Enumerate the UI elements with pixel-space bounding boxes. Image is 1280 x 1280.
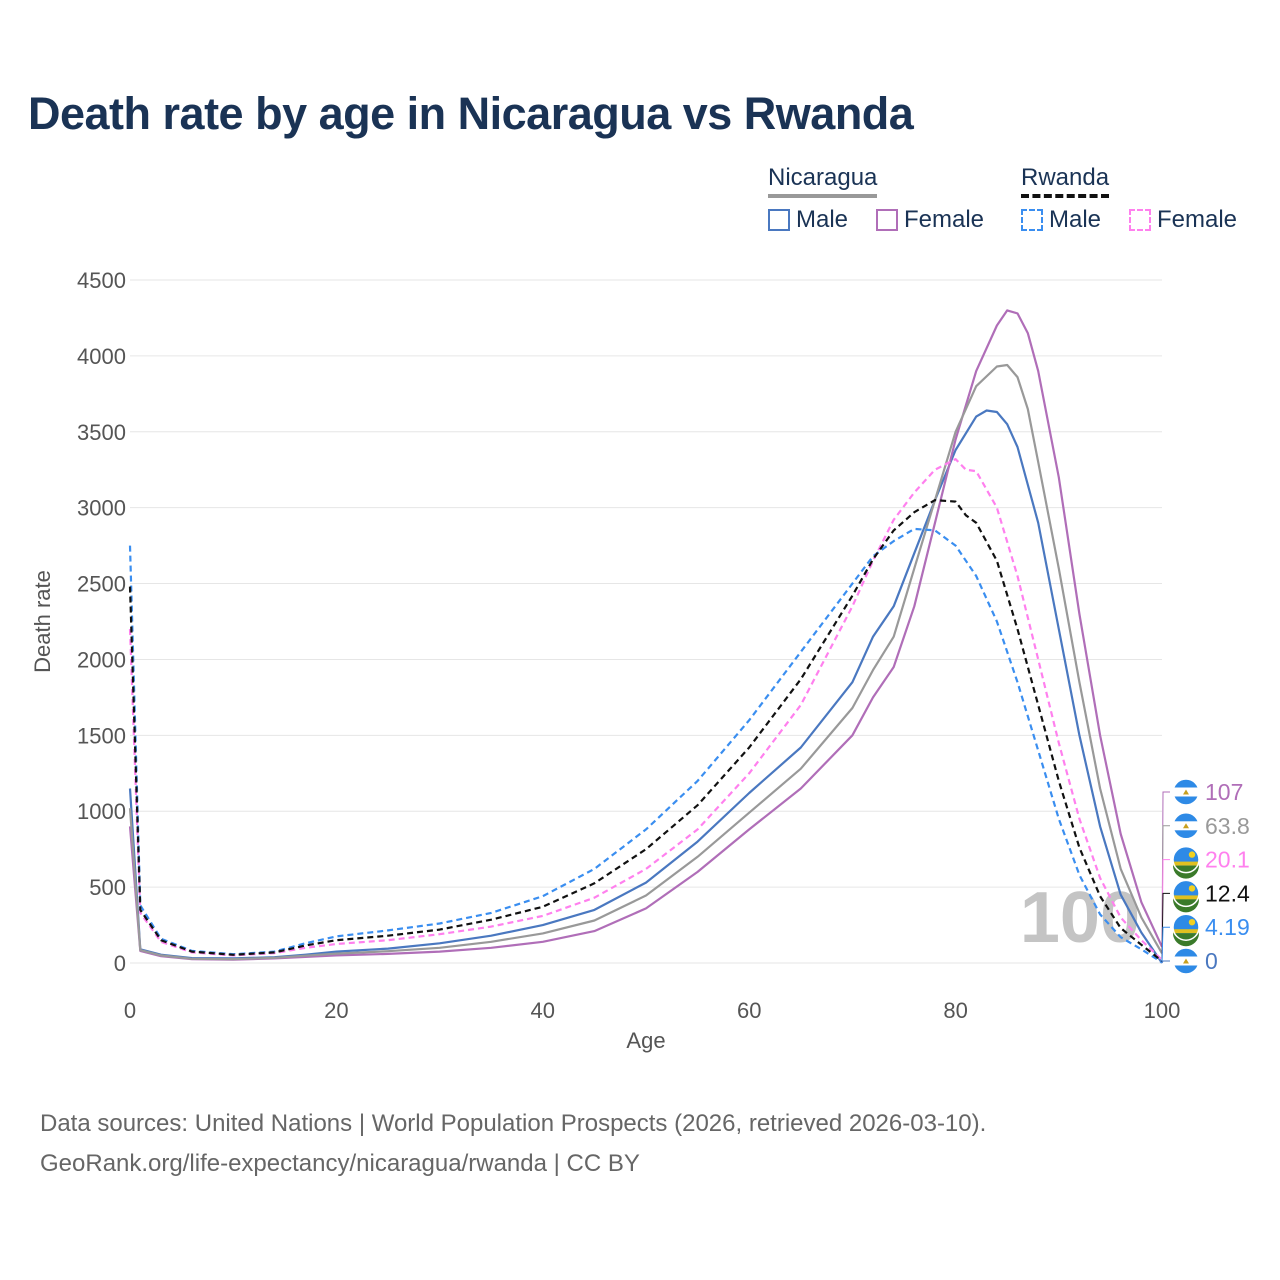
flag-icon-rwanda-total-band: [1173, 895, 1199, 900]
legend-group-nicaragua-label: Nicaragua: [768, 164, 878, 191]
series-line-rwanda-total: [128, 499, 1163, 962]
series-line-nicaragua-total: [128, 363, 1163, 961]
x-tick-label-40: 40: [531, 998, 555, 1023]
flag-icon-nicaragua-female-ring: [1172, 778, 1200, 806]
legend-label-nicaragua-male: Male: [796, 206, 849, 233]
legend-swatch-rwanda-male: [1021, 209, 1043, 231]
flag-icon-nicaragua-total: [1172, 812, 1200, 840]
flag-icon-nicaragua-female-emblem: [1183, 789, 1189, 795]
x-axis-title: Age: [626, 1028, 665, 1053]
legend-group-nicaragua: Nicaragua: [768, 164, 878, 198]
end-value-label-rwanda-total: 12.4: [1205, 880, 1250, 906]
flag-icon-rwanda-total-sun: [1188, 885, 1196, 892]
legend-group-rwanda-line: [1021, 194, 1110, 198]
flag-icon-nicaragua-male: [1172, 947, 1200, 975]
flag-icon-nicaragua-total-ring: [1172, 812, 1200, 840]
flag-icon-rwanda-female: [1172, 845, 1200, 879]
flag-icon-rwanda-female-sun: [1188, 851, 1196, 858]
legend-swatch-nicaragua-male: [768, 209, 790, 231]
legend-label-nicaragua-female: Female: [904, 206, 985, 233]
y-tick-label-1500: 1500: [77, 723, 126, 748]
y-axis-title: Death rate: [30, 570, 55, 673]
y-tick-label-2000: 2000: [77, 647, 126, 672]
legend-item-rwanda-male[interactable]: Male: [1021, 206, 1101, 234]
legend-item-nicaragua-female[interactable]: Female: [876, 206, 984, 234]
series-line-nicaragua-male: [128, 409, 1163, 964]
flag-icon-nicaragua-male-emblem: [1183, 958, 1189, 964]
end-value-label-nicaragua-male: 0: [1205, 948, 1218, 974]
y-tick-label-500: 500: [89, 875, 126, 900]
series-line-rwanda-male: [128, 527, 1163, 964]
flag-icon-rwanda-total: [1172, 879, 1200, 913]
x-tick-label-0: 0: [124, 998, 136, 1023]
flag-icon-nicaragua-male-ring: [1172, 947, 1200, 975]
y-tick-label-2500: 2500: [77, 572, 126, 597]
flag-icon-rwanda-male: [1172, 913, 1200, 947]
y-tick-label-4000: 4000: [77, 344, 126, 369]
series-line-rwanda-female: [128, 458, 1163, 961]
footer-sources: Data sources: United Nations | World Pop…: [40, 1110, 987, 1137]
flag-icon-rwanda-male-ring: [1172, 913, 1200, 941]
y-tick-label-3500: 3500: [77, 420, 126, 445]
y-tick-label-0: 0: [114, 951, 126, 976]
flag-icon-nicaragua-female: [1172, 778, 1200, 806]
flag-icon-rwanda-male-sun: [1188, 919, 1196, 926]
flag-icon-rwanda-female-ring: [1172, 845, 1200, 874]
flag-icon-rwanda-total-ring: [1172, 879, 1200, 908]
flag-icon-nicaragua-total-emblem: [1183, 823, 1189, 829]
legend-group-rwanda: Rwanda: [1021, 164, 1110, 198]
legend-item-nicaragua-male[interactable]: Male: [768, 206, 848, 234]
x-tick-label-80: 80: [943, 998, 967, 1023]
end-value-label-rwanda-female: 20.1: [1205, 847, 1250, 873]
footer-attribution: GeoRank.org/life-expectancy/nicaragua/rw…: [40, 1150, 640, 1177]
end-value-label-rwanda-male: 4.19: [1205, 914, 1250, 940]
end-connector-nicaragua-male: [1161, 960, 1170, 964]
end-connector-rwanda-male: [1161, 926, 1170, 963]
flag-icon-rwanda-female-band: [1173, 861, 1199, 866]
legend-group-rwanda-label: Rwanda: [1021, 164, 1110, 191]
legend-label-rwanda-male: Male: [1049, 206, 1102, 233]
x-tick-label-60: 60: [737, 998, 761, 1023]
legend-item-rwanda-female[interactable]: Female: [1129, 206, 1237, 234]
chart-title: Death rate by age in Nicaragua vs Rwanda: [28, 88, 914, 139]
y-tick-label-3000: 3000: [77, 496, 126, 521]
end-value-label-nicaragua-total: 63.8: [1205, 813, 1250, 839]
legend-swatch-rwanda-female: [1129, 209, 1151, 231]
x-tick-label-20: 20: [324, 998, 348, 1023]
legend-swatch-nicaragua-female: [876, 209, 898, 231]
y-tick-label-4500: 4500: [77, 268, 126, 293]
x-tick-label-100: 100: [1144, 998, 1181, 1023]
series-line-nicaragua-female: [128, 309, 1163, 961]
legend-group-nicaragua-line: [768, 194, 878, 198]
legend-label-rwanda-female: Female: [1157, 206, 1238, 233]
age-marker-watermark: 100: [1020, 878, 1140, 958]
end-value-label-nicaragua-female: 107: [1205, 779, 1243, 805]
y-tick-label-1000: 1000: [77, 799, 126, 824]
flag-icon-rwanda-male-band: [1173, 929, 1199, 934]
